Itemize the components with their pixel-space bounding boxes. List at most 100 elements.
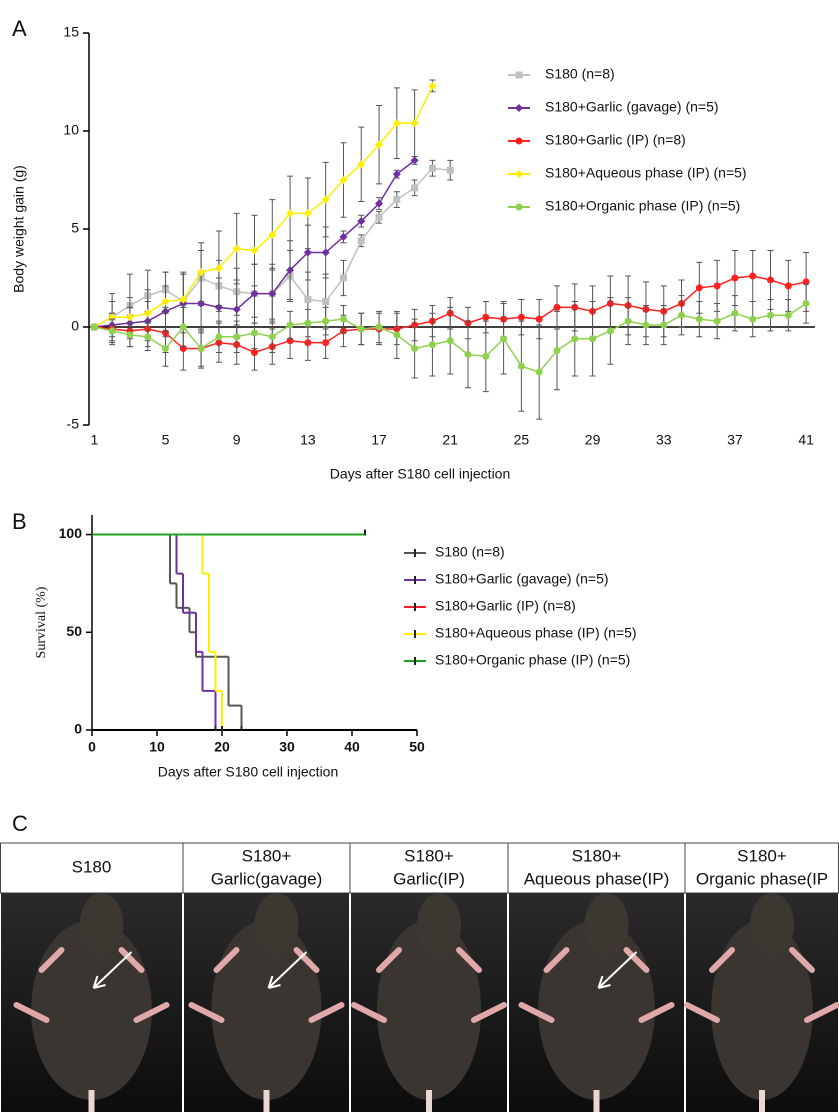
mouse-body bbox=[31, 920, 152, 1100]
marker bbox=[322, 317, 330, 325]
marker bbox=[589, 335, 597, 343]
marker bbox=[286, 209, 295, 218]
arrow bbox=[92, 951, 133, 989]
marker bbox=[535, 368, 543, 376]
marker bbox=[749, 272, 757, 280]
x-tick-label: 30 bbox=[279, 739, 295, 755]
y-tick-label: 10 bbox=[63, 122, 79, 138]
marker bbox=[392, 170, 401, 179]
marker bbox=[393, 196, 401, 204]
x-tick-label: 20 bbox=[214, 739, 230, 755]
mouse-head bbox=[584, 893, 629, 957]
marker bbox=[446, 337, 454, 345]
marker bbox=[304, 296, 312, 304]
column-label: Organic phase(IP bbox=[696, 869, 828, 888]
mouse-body bbox=[538, 920, 655, 1100]
marker bbox=[357, 160, 366, 169]
x-tick-label: 5 bbox=[162, 432, 170, 448]
legend-label: S180+Organic phase (IP) (n=5) bbox=[545, 198, 740, 214]
marker bbox=[410, 119, 419, 128]
panel-label: A bbox=[12, 16, 27, 41]
marker bbox=[500, 335, 508, 343]
marker bbox=[339, 176, 348, 184]
y-axis-label: Body weight gain (g) bbox=[11, 165, 27, 293]
marker bbox=[411, 345, 419, 353]
marker bbox=[678, 311, 686, 319]
marker bbox=[179, 323, 187, 331]
x-tick-label: 33 bbox=[656, 432, 672, 448]
mouse-head bbox=[750, 893, 794, 957]
marker bbox=[197, 345, 205, 353]
marker bbox=[303, 209, 312, 218]
marker bbox=[125, 313, 134, 322]
x-axis-label: Days after S180 cell injection bbox=[158, 764, 339, 780]
marker bbox=[321, 248, 330, 257]
marker bbox=[535, 315, 543, 323]
marker bbox=[713, 282, 721, 290]
marker bbox=[767, 276, 775, 284]
marker bbox=[339, 232, 348, 241]
marker bbox=[250, 246, 259, 255]
column-label: S180+ bbox=[404, 846, 454, 865]
column-label: S180 bbox=[72, 857, 112, 876]
y-tick-label: 5 bbox=[71, 220, 79, 236]
x-tick-label: 29 bbox=[585, 432, 601, 448]
header-row bbox=[0, 842, 839, 894]
y-tick-label: 100 bbox=[59, 525, 83, 541]
marker bbox=[428, 164, 436, 172]
arrow bbox=[267, 951, 308, 989]
marker bbox=[624, 317, 632, 325]
marker bbox=[250, 348, 258, 356]
legend-label: S180+Organic phase (IP) (n=5) bbox=[435, 652, 630, 668]
marker bbox=[784, 311, 792, 319]
marker bbox=[268, 230, 277, 239]
marker bbox=[515, 104, 523, 112]
x-tick-label: 37 bbox=[727, 432, 743, 448]
marker bbox=[286, 266, 295, 275]
column-label: Aqueous phase(IP) bbox=[524, 869, 670, 888]
marker bbox=[784, 282, 792, 290]
legend-label: S180+Garlic (IP) (n=8) bbox=[545, 132, 686, 148]
x-tick-label: 21 bbox=[442, 432, 458, 448]
marker bbox=[713, 317, 721, 325]
marker bbox=[517, 362, 525, 370]
x-tick-label: 17 bbox=[371, 432, 387, 448]
marker bbox=[162, 345, 170, 353]
marker bbox=[197, 268, 206, 277]
mouse-paws bbox=[13, 947, 170, 1023]
marker bbox=[232, 244, 241, 253]
marker bbox=[731, 274, 739, 282]
column-label: S180+ bbox=[242, 846, 292, 865]
marker bbox=[606, 327, 614, 335]
legend-label: S180+Garlic (gavage) (n=5) bbox=[435, 571, 609, 587]
panel-label: B bbox=[12, 509, 27, 534]
marker bbox=[321, 195, 330, 204]
marker bbox=[233, 333, 241, 341]
legend-label: S180+Garlic (IP) (n=8) bbox=[435, 598, 576, 614]
marker bbox=[749, 315, 757, 323]
x-tick-label: 13 bbox=[300, 432, 316, 448]
y-axis-label: Survival (%) bbox=[34, 586, 49, 658]
marker bbox=[375, 323, 383, 331]
marker bbox=[161, 297, 170, 306]
mouse-paws bbox=[188, 947, 345, 1023]
marker bbox=[695, 284, 703, 292]
legend-label: S180+Garlic (gavage) (n=5) bbox=[545, 99, 719, 115]
y-tick-label: 0 bbox=[71, 318, 79, 334]
column-label: S180+ bbox=[737, 846, 787, 865]
legend-label: S180+Aqueous phase (IP) (n=5) bbox=[545, 165, 747, 181]
marker bbox=[553, 303, 561, 311]
marker bbox=[232, 305, 241, 314]
marker bbox=[571, 335, 579, 343]
marker bbox=[179, 295, 188, 304]
marker bbox=[642, 321, 650, 329]
marker bbox=[393, 331, 401, 339]
marker bbox=[428, 81, 437, 90]
marker bbox=[268, 333, 276, 341]
x-tick-label: 1 bbox=[90, 432, 98, 448]
marker bbox=[357, 325, 365, 333]
marker bbox=[517, 313, 525, 321]
marker bbox=[695, 315, 703, 323]
x-tick-label: 40 bbox=[344, 739, 360, 755]
